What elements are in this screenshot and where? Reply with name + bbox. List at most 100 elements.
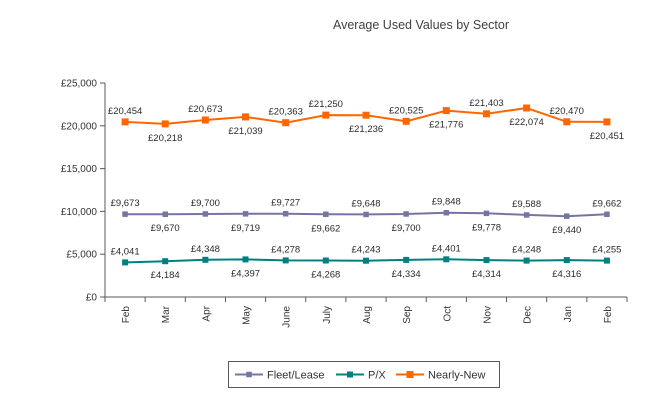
data-label: £9,700 xyxy=(392,223,421,234)
y-tick-label: £15,000 xyxy=(61,164,98,175)
data-label: £4,184 xyxy=(151,270,180,281)
legend: Fleet/Lease P/X Nearly-New xyxy=(228,361,500,388)
y-tick-label: £10,000 xyxy=(61,207,98,218)
data-label: £9,662 xyxy=(311,223,340,234)
data-label: £21,776 xyxy=(429,120,463,131)
data-label: £9,648 xyxy=(351,198,380,209)
data-point-marker xyxy=(523,257,530,264)
data-label: £9,440 xyxy=(552,225,581,236)
data-label: £9,700 xyxy=(191,198,220,209)
data-point-marker xyxy=(282,211,289,217)
data-label: £20,218 xyxy=(148,133,182,144)
x-tick-label: Oct xyxy=(442,306,453,322)
data-label: £4,243 xyxy=(351,245,380,256)
data-point-marker xyxy=(242,256,249,263)
data-label: £4,248 xyxy=(512,245,541,256)
data-label: £21,236 xyxy=(349,124,383,135)
data-label: £20,363 xyxy=(269,107,303,118)
data-point-marker xyxy=(443,256,450,263)
data-point-marker xyxy=(282,257,289,264)
data-point-marker xyxy=(402,117,410,125)
data-point-marker xyxy=(523,212,530,218)
data-point-marker xyxy=(322,257,329,264)
x-tick-label: May xyxy=(242,306,253,325)
data-label: £9,848 xyxy=(432,197,461,208)
data-point-marker xyxy=(323,211,329,217)
data-label: £9,673 xyxy=(111,198,140,209)
data-label: £20,470 xyxy=(550,106,584,117)
data-point-marker xyxy=(201,116,209,124)
data-point-marker xyxy=(121,118,129,126)
x-tick-label: Feb xyxy=(603,306,614,324)
data-label: £4,268 xyxy=(311,270,340,281)
legend-entry-nearly-new: Nearly-New xyxy=(396,370,486,382)
data-point-marker xyxy=(122,259,129,266)
x-tick-label: Dec xyxy=(523,306,534,324)
data-label: £4,316 xyxy=(552,269,581,280)
data-label: £9,778 xyxy=(472,222,501,233)
series-p-x: £4,041 £4,184 £4,348 £4,397 £4,278 £4,268 £4,2… xyxy=(111,243,622,281)
data-label: £4,401 xyxy=(432,243,461,254)
data-point-marker xyxy=(443,210,450,216)
data-label: £9,588 xyxy=(512,199,541,210)
legend-entry-fleet-lease: Fleet/Lease xyxy=(235,370,324,382)
data-point-marker xyxy=(403,256,410,263)
legend-marker-swatch xyxy=(347,371,353,378)
data-point-marker xyxy=(563,118,571,126)
y-tick-label: £25,000 xyxy=(61,79,98,90)
x-tick-label: Mar xyxy=(161,305,172,323)
data-point-marker xyxy=(161,120,169,128)
data-point-marker xyxy=(362,111,370,119)
data-label: £9,662 xyxy=(592,198,621,209)
data-point-marker xyxy=(442,107,450,115)
data-point-marker xyxy=(162,211,168,217)
data-label: £9,670 xyxy=(151,223,180,234)
data-label: £4,314 xyxy=(472,269,501,280)
y-tick-label: £5,000 xyxy=(66,250,97,261)
data-label: £4,278 xyxy=(271,244,300,255)
data-label: £4,348 xyxy=(191,244,220,255)
legend-marker-swatch xyxy=(246,371,252,378)
x-tick-label: Apr xyxy=(201,305,212,321)
data-label: £20,454 xyxy=(108,106,142,117)
x-tick-label: Nov xyxy=(482,306,493,324)
series-lines: £9,673 £9,670 £9,700 £9,719 £9,727 £9,662 £9,6… xyxy=(108,98,624,281)
data-label: £21,039 xyxy=(228,126,262,137)
data-point-marker xyxy=(242,211,249,217)
data-point-marker xyxy=(282,119,290,127)
data-point-marker xyxy=(604,211,610,217)
chart-title: Average Used Values by Sector xyxy=(333,18,509,32)
data-point-marker xyxy=(564,213,570,219)
data-point-marker xyxy=(242,113,249,121)
data-point-marker xyxy=(523,104,531,112)
legend-marker-swatch xyxy=(406,371,414,378)
data-point-marker xyxy=(322,111,330,119)
data-point-marker xyxy=(363,257,369,264)
data-point-marker xyxy=(563,257,570,264)
data-point-marker xyxy=(483,210,490,217)
data-point-marker xyxy=(202,256,209,263)
y-tick-label: £0 xyxy=(86,293,98,304)
data-label: £9,727 xyxy=(271,198,300,209)
legend-entry-p-x: P/X xyxy=(336,370,386,382)
data-label: £22,074 xyxy=(509,117,543,128)
data-label: £4,397 xyxy=(231,268,260,279)
legend-label: Fleet/Lease xyxy=(267,370,324,382)
x-tick-label: June xyxy=(282,306,293,328)
data-label: £20,525 xyxy=(389,105,423,116)
x-tick-label: Aug xyxy=(362,306,373,324)
data-point-marker xyxy=(162,258,169,265)
data-point-marker xyxy=(603,118,611,126)
series-nearly-new: £20,454 £20,218 £20,673 £21,039 £20,363 £21,2… xyxy=(108,98,624,144)
data-point-marker xyxy=(603,257,610,264)
data-label: £9,719 xyxy=(231,223,260,234)
data-point-marker xyxy=(483,110,490,118)
data-point-marker xyxy=(122,211,128,217)
x-tick-label: Sep xyxy=(402,306,413,324)
series-fleet-lease: £9,673 £9,670 £9,700 £9,719 £9,727 £9,662 £9,6… xyxy=(111,197,622,237)
data-label: £4,041 xyxy=(111,246,140,257)
data-label: £4,334 xyxy=(392,269,421,280)
x-tick-label: July xyxy=(322,306,333,324)
data-point-marker xyxy=(363,211,369,218)
